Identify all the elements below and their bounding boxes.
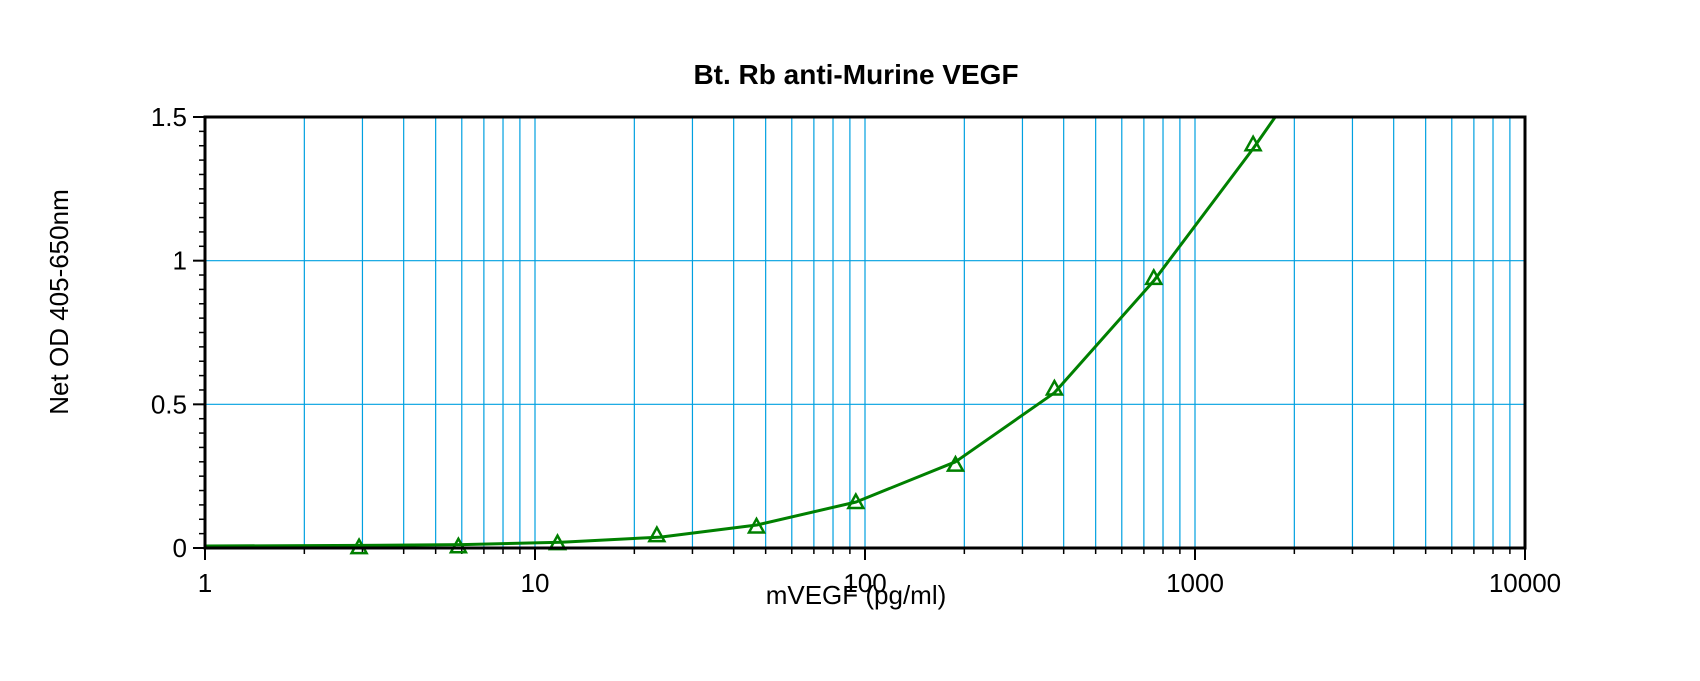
data-point-triangle bbox=[448, 536, 469, 554]
x-axis-label: mVEGF (pg/ml) bbox=[766, 580, 947, 610]
y-tick-label: 0 bbox=[173, 533, 187, 563]
y-tick-label: 1.5 bbox=[151, 102, 187, 132]
x-tick-label: 10 bbox=[521, 568, 550, 598]
y-tick-label: 1 bbox=[173, 246, 187, 276]
data-point-triangle bbox=[647, 524, 667, 543]
data-point-triangle bbox=[945, 454, 966, 472]
data-point-triangle bbox=[349, 537, 369, 555]
chart-title: Bt. Rb anti-Murine VEGF bbox=[693, 59, 1018, 90]
data-point-triangle bbox=[1044, 378, 1065, 396]
data-point-triangle bbox=[746, 516, 767, 534]
x-tick-label: 1 bbox=[198, 568, 212, 598]
data-point-triangle bbox=[846, 491, 866, 510]
grid-layer bbox=[205, 117, 1525, 548]
data-point-triangle bbox=[1144, 267, 1164, 286]
tick-label-layer: 1 10 100 1000 10000 0 0.5 1 1.5 bbox=[151, 102, 1561, 598]
x-tick-label: 100 bbox=[843, 568, 886, 598]
fit-curve bbox=[204, 116, 1277, 548]
data-point-triangle bbox=[1243, 134, 1263, 152]
points-layer bbox=[349, 134, 1263, 555]
y-axis-label: Net OD 405-650nm bbox=[44, 189, 74, 414]
frame-layer bbox=[193, 115, 1527, 560]
y-tick-label: 0.5 bbox=[151, 389, 187, 419]
curve-layer bbox=[204, 116, 1277, 548]
x-tick-label: 1000 bbox=[1166, 568, 1224, 598]
x-tick-label: 10000 bbox=[1489, 568, 1561, 598]
